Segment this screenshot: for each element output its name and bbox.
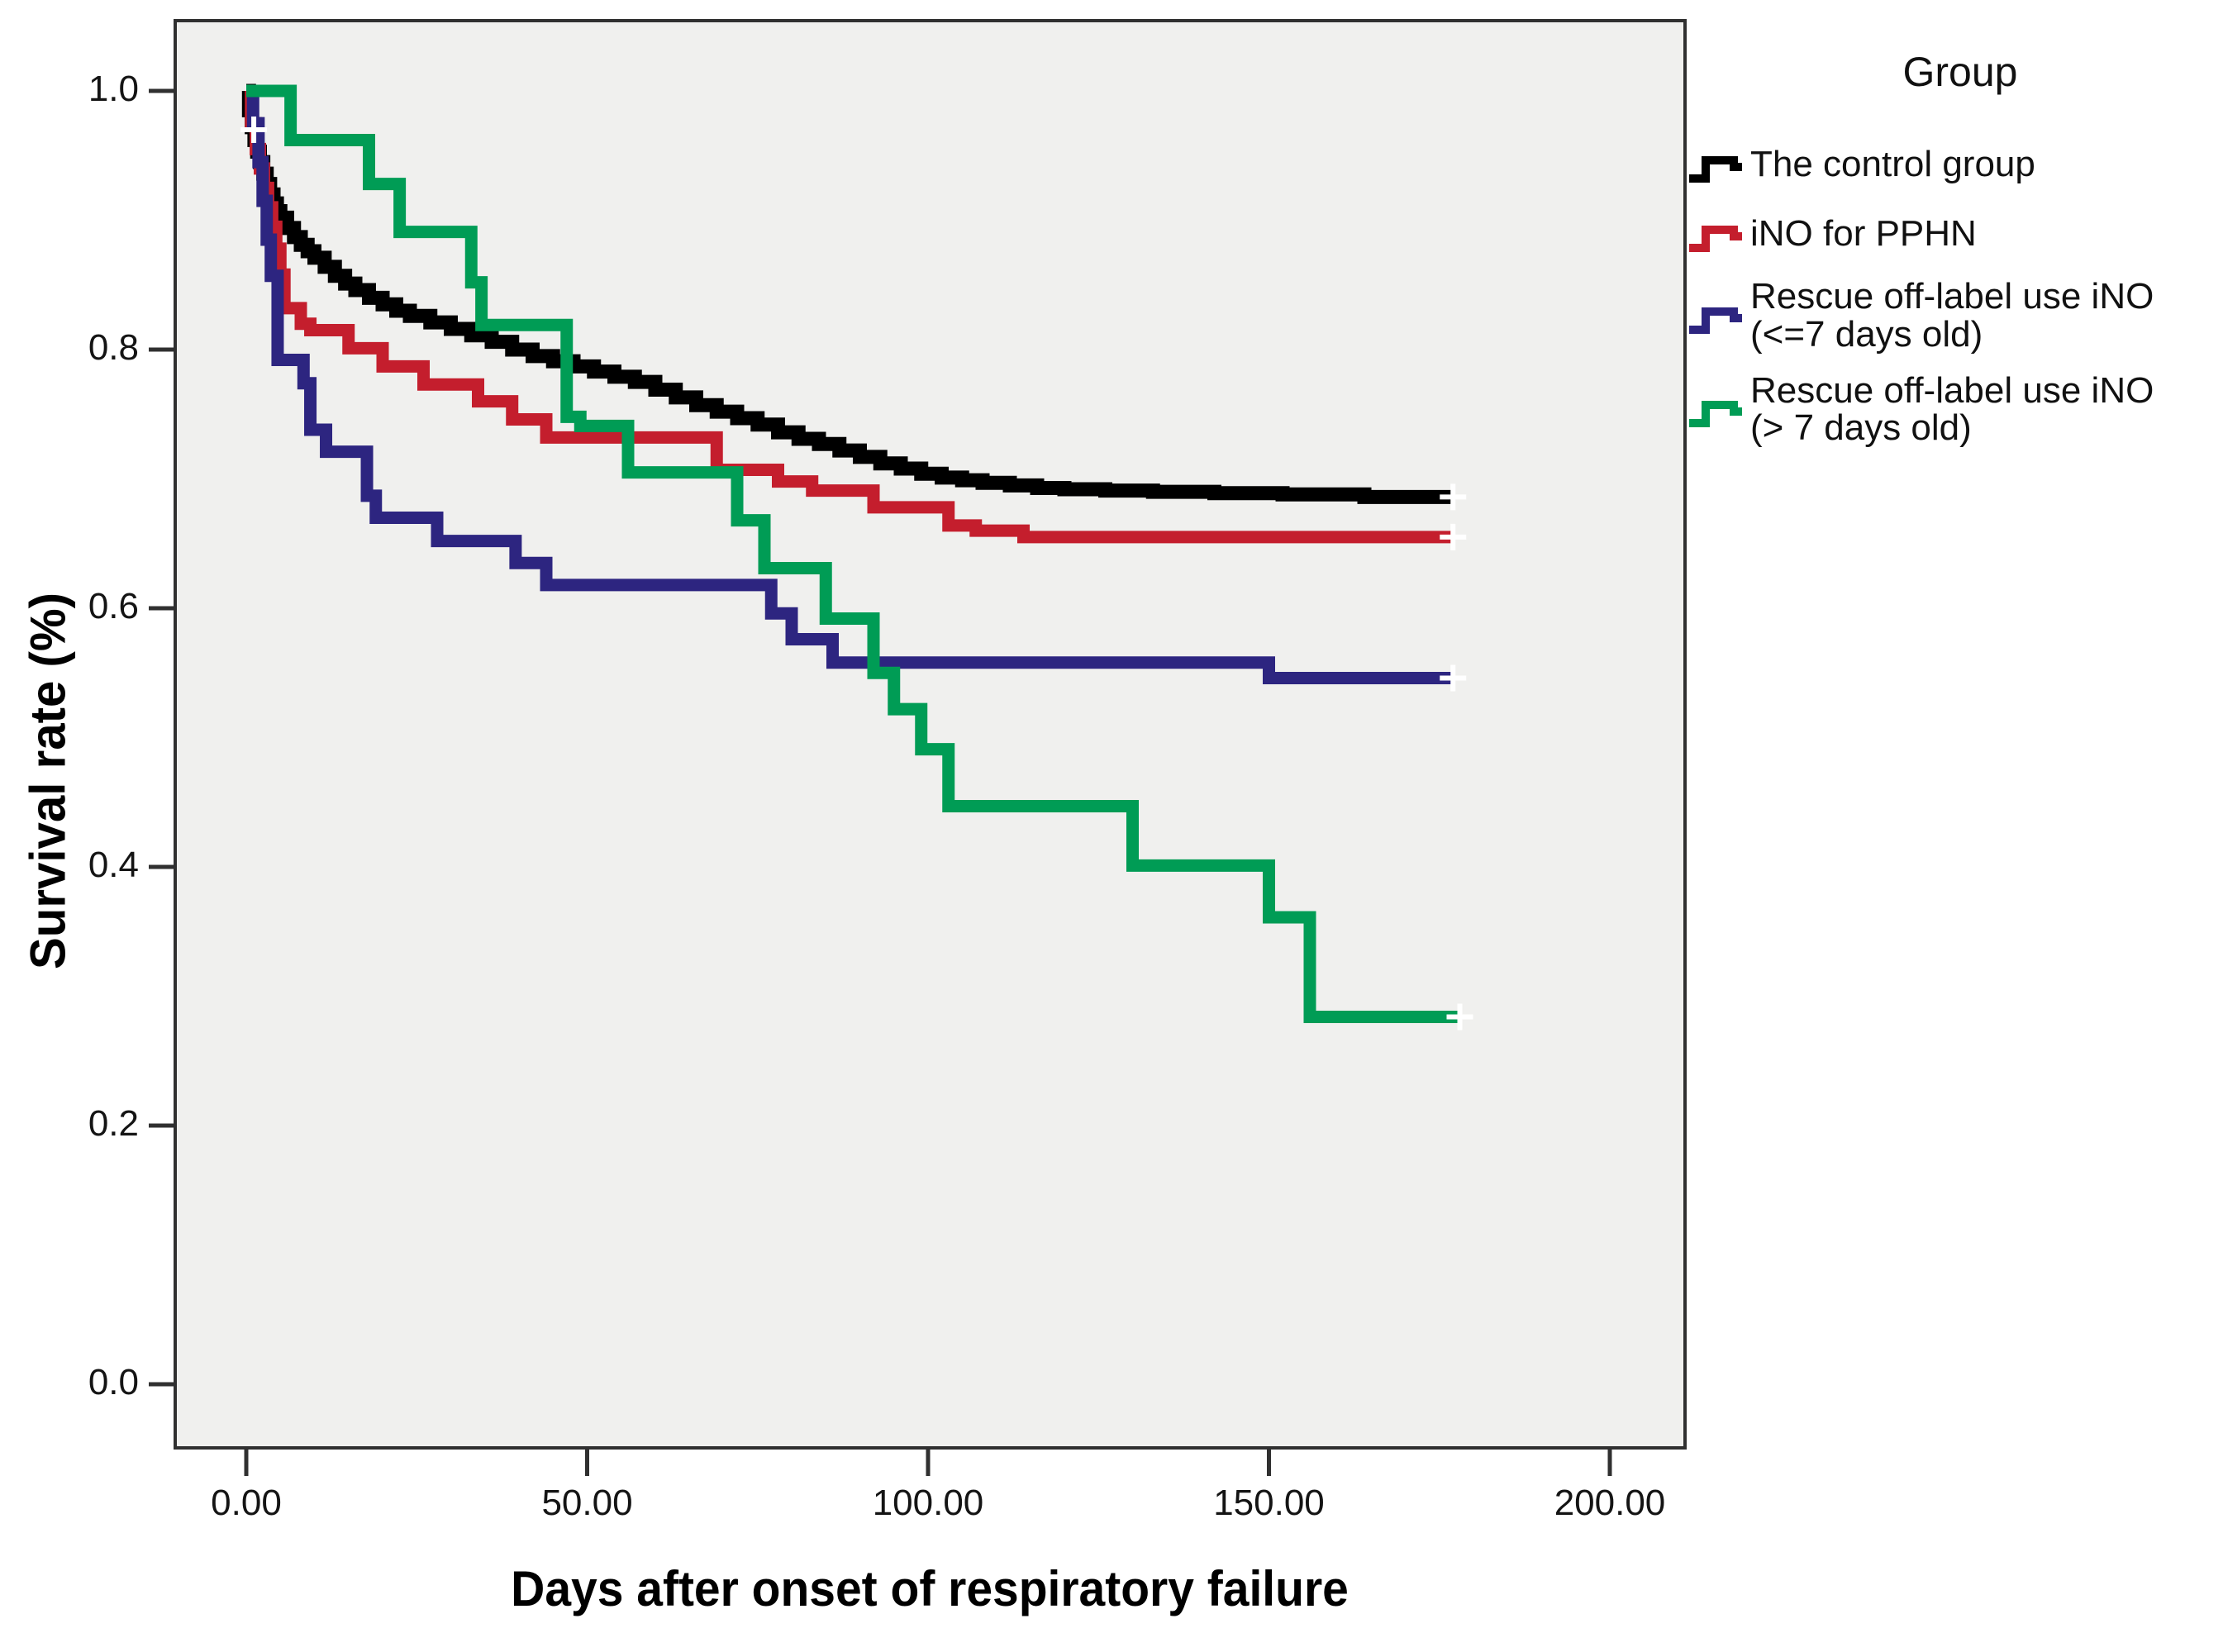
x-tick-label: 50.00 (541, 1483, 633, 1523)
legend-entry: iNO for PPHN (1687, 208, 2223, 259)
x-tick-label: 0.00 (211, 1483, 282, 1523)
y-tick-label: 0.4 (88, 845, 139, 885)
legend-entry: Rescue off-label use iNO (> 7 days old) (1687, 369, 2223, 449)
legend-title: Group (1902, 49, 2018, 95)
curve-rescue-off-label-use-ino-7-days-old- (246, 84, 1454, 685)
x-tick-label: 100.00 (872, 1483, 984, 1523)
legend-entry: The control group (1687, 139, 2223, 190)
y-axis-title: Survival rate (%) (20, 592, 76, 970)
curve-rescue-off-label-use-ino-7-days-old- (246, 84, 1460, 1024)
y-tick-label: 0.2 (88, 1103, 139, 1144)
x-tick-label: 150.00 (1213, 1483, 1325, 1523)
legend-entries: The control group iNO for PPHN Rescue off-… (1687, 139, 2223, 447)
legend-entry-label: Rescue off-label use iNO (> 7 days old) (1750, 369, 2154, 449)
y-tick-label: 0.0 (88, 1362, 139, 1402)
x-tick-label: 200.00 (1554, 1483, 1666, 1523)
legend-entry-label: Rescue off-label use iNO (<=7 days old) (1750, 276, 2154, 355)
step-line-icon (1689, 401, 1742, 428)
x-axis-title: Days after onset of respiratory failure (511, 1561, 1349, 1616)
step-line-icon (1689, 156, 1742, 183)
legend-entry: Rescue off-label use iNO (<=7 days old) (1687, 278, 2223, 354)
y-tick-label: 0.8 (88, 327, 139, 368)
step-line-icon (1689, 307, 1742, 334)
legend-entry-label: The control group (1750, 144, 2035, 185)
y-tick-label: 0.6 (88, 586, 139, 626)
legend-entry-label: iNO for PPHN (1750, 213, 1977, 255)
y-tick-label: 1.0 (88, 69, 139, 109)
legend: Group The control group iNO for PPHN Rescu… (1687, 48, 2223, 465)
step-line-icon (1689, 226, 1742, 252)
